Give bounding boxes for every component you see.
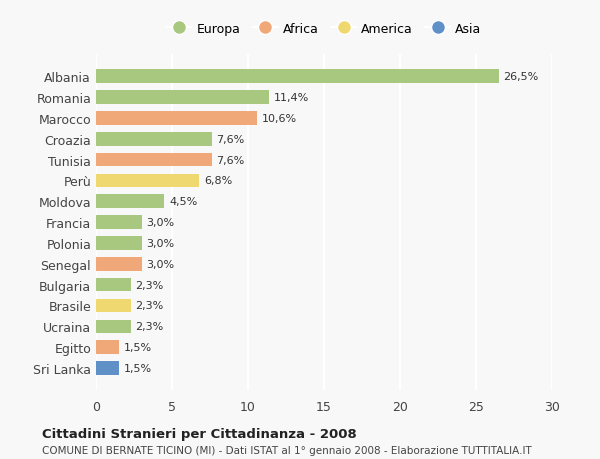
- Text: 6,8%: 6,8%: [204, 176, 232, 186]
- Bar: [96, 341, 119, 354]
- Bar: [96, 153, 212, 167]
- Text: 26,5%: 26,5%: [503, 72, 539, 82]
- Text: 10,6%: 10,6%: [262, 114, 297, 123]
- Bar: [96, 195, 164, 208]
- Text: Cittadini Stranieri per Cittadinanza - 2008: Cittadini Stranieri per Cittadinanza - 2…: [42, 427, 357, 440]
- Text: 3,0%: 3,0%: [146, 259, 174, 269]
- Legend: Europa, Africa, America, Asia: Europa, Africa, America, Asia: [161, 18, 487, 41]
- Text: 11,4%: 11,4%: [274, 93, 309, 103]
- Text: 4,5%: 4,5%: [169, 197, 197, 207]
- Text: 2,3%: 2,3%: [136, 301, 164, 311]
- Bar: [96, 91, 269, 105]
- Bar: [96, 112, 257, 125]
- Bar: [96, 361, 119, 375]
- Bar: [96, 216, 142, 230]
- Text: 7,6%: 7,6%: [216, 134, 244, 145]
- Text: 3,0%: 3,0%: [146, 238, 174, 248]
- Text: 7,6%: 7,6%: [216, 155, 244, 165]
- Bar: [96, 278, 131, 292]
- Text: 3,0%: 3,0%: [146, 218, 174, 228]
- Bar: [96, 133, 212, 146]
- Text: 2,3%: 2,3%: [136, 280, 164, 290]
- Bar: [96, 299, 131, 313]
- Text: 2,3%: 2,3%: [136, 322, 164, 331]
- Bar: [96, 70, 499, 84]
- Text: COMUNE DI BERNATE TICINO (MI) - Dati ISTAT al 1° gennaio 2008 - Elaborazione TUT: COMUNE DI BERNATE TICINO (MI) - Dati IST…: [42, 445, 532, 455]
- Bar: [96, 237, 142, 250]
- Bar: [96, 320, 131, 333]
- Text: 1,5%: 1,5%: [124, 363, 151, 373]
- Bar: [96, 257, 142, 271]
- Text: 1,5%: 1,5%: [124, 342, 151, 353]
- Bar: [96, 174, 199, 188]
